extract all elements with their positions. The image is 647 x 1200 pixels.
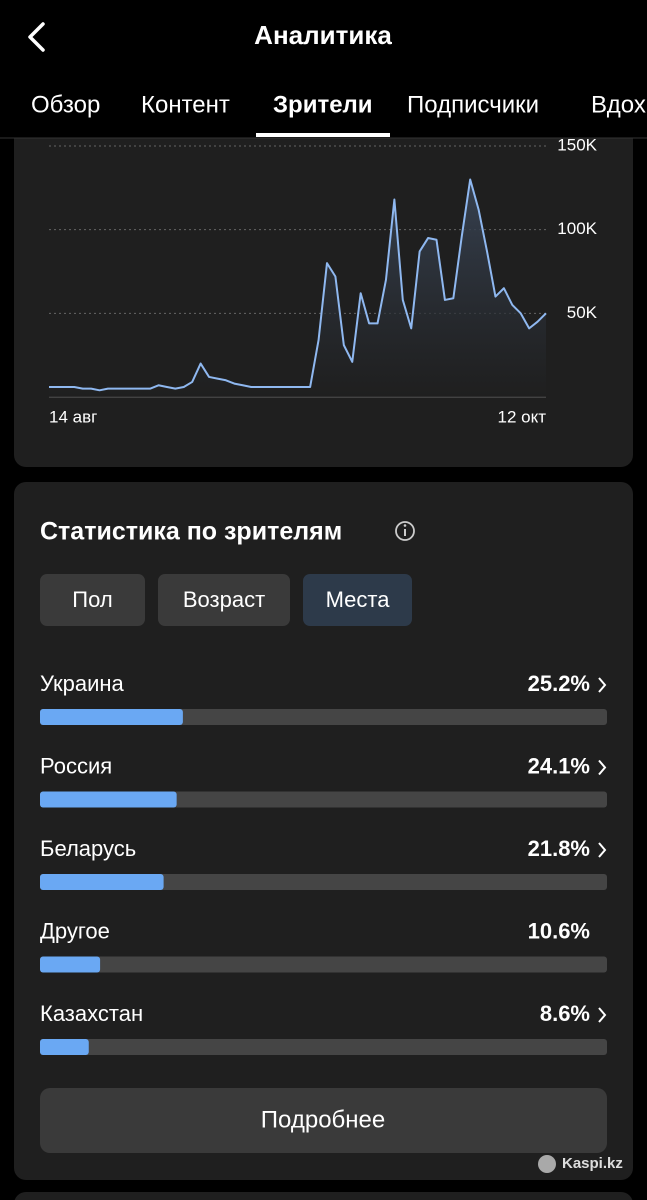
row-name: Другое [40,918,110,943]
tab[interactable]: Зрители [273,91,373,118]
filter-pill-label: Возраст [183,587,265,612]
header [0,0,647,138]
row-value: 8.6% [540,1001,590,1026]
chart: 50K 100K 150K 14 авг 12 окт [49,135,598,426]
filter-pill-label: Места [326,587,391,612]
filter-pill-label: Пол [72,587,112,612]
row-chevron[interactable] [598,842,607,858]
stats: Пол Возраст Места Украина 25.2% Россия 24.1% Бе… [40,574,607,1055]
row-name[interactable]: Украина [40,671,125,696]
tab[interactable]: Подписчики [407,91,539,118]
bar-track [40,956,607,973]
x-tick-label: 14 авг [49,407,97,426]
next-card [14,1192,633,1200]
page-title: Аналитика [254,20,392,50]
row-value: 21.8% [528,836,590,861]
line [49,178,547,392]
details-button-label: Подробнее [261,1106,385,1133]
row-value: 10.6% [528,918,590,943]
stats-title: Статистика по зрителям [40,518,342,546]
y-tick-label: 100K [557,219,597,238]
row-name[interactable]: Россия [40,753,112,778]
tab[interactable]: Контент [141,91,230,118]
row-value: 25.2% [528,671,590,696]
x-tick-label: 12 окт [497,407,546,426]
tabs: Обзор Контент Зрители Подписчики Вдох [31,91,646,137]
row-name[interactable]: Беларусь [40,836,136,861]
filter-pill[interactable] [303,574,412,626]
tab[interactable]: Вдох [591,91,646,118]
area [49,179,546,397]
filter-pill[interactable] [40,574,145,626]
back-button[interactable] [28,22,45,52]
info-icon[interactable] [395,521,415,541]
bar-track [40,791,607,808]
watermark: Kaspi.kz [562,1155,623,1172]
row-name[interactable]: Казахстан [40,1001,143,1026]
bar-track [40,874,607,890]
bar-track [40,1039,607,1055]
tab[interactable]: Обзор [31,91,100,118]
bar [40,874,164,890]
details-button[interactable] [40,1088,607,1153]
bar [40,956,101,973]
row-chevron[interactable] [598,1007,607,1023]
filter-pill[interactable] [158,574,290,626]
watermark-icon [538,1155,556,1173]
y-tick-label: 50K [567,303,598,322]
row-value: 24.1% [528,753,590,778]
bar [40,791,177,808]
tab-underline [256,133,390,137]
y-tick-label: 150K [557,135,597,154]
row-chevron[interactable] [598,759,607,776]
stats-card [14,482,633,1180]
row-chevron[interactable] [598,677,607,693]
bar [40,1039,89,1055]
bar [40,709,183,725]
